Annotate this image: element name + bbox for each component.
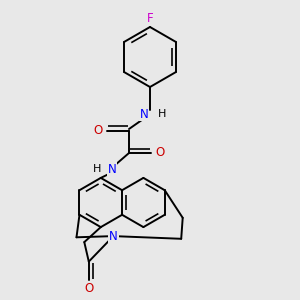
Text: O: O <box>94 124 103 137</box>
Text: F: F <box>147 11 153 25</box>
Text: N: N <box>140 107 148 121</box>
Text: O: O <box>155 146 164 160</box>
Text: H: H <box>158 109 166 119</box>
Text: H: H <box>93 164 101 175</box>
Text: N: N <box>109 230 118 243</box>
Text: N: N <box>107 163 116 176</box>
Text: O: O <box>84 281 93 295</box>
